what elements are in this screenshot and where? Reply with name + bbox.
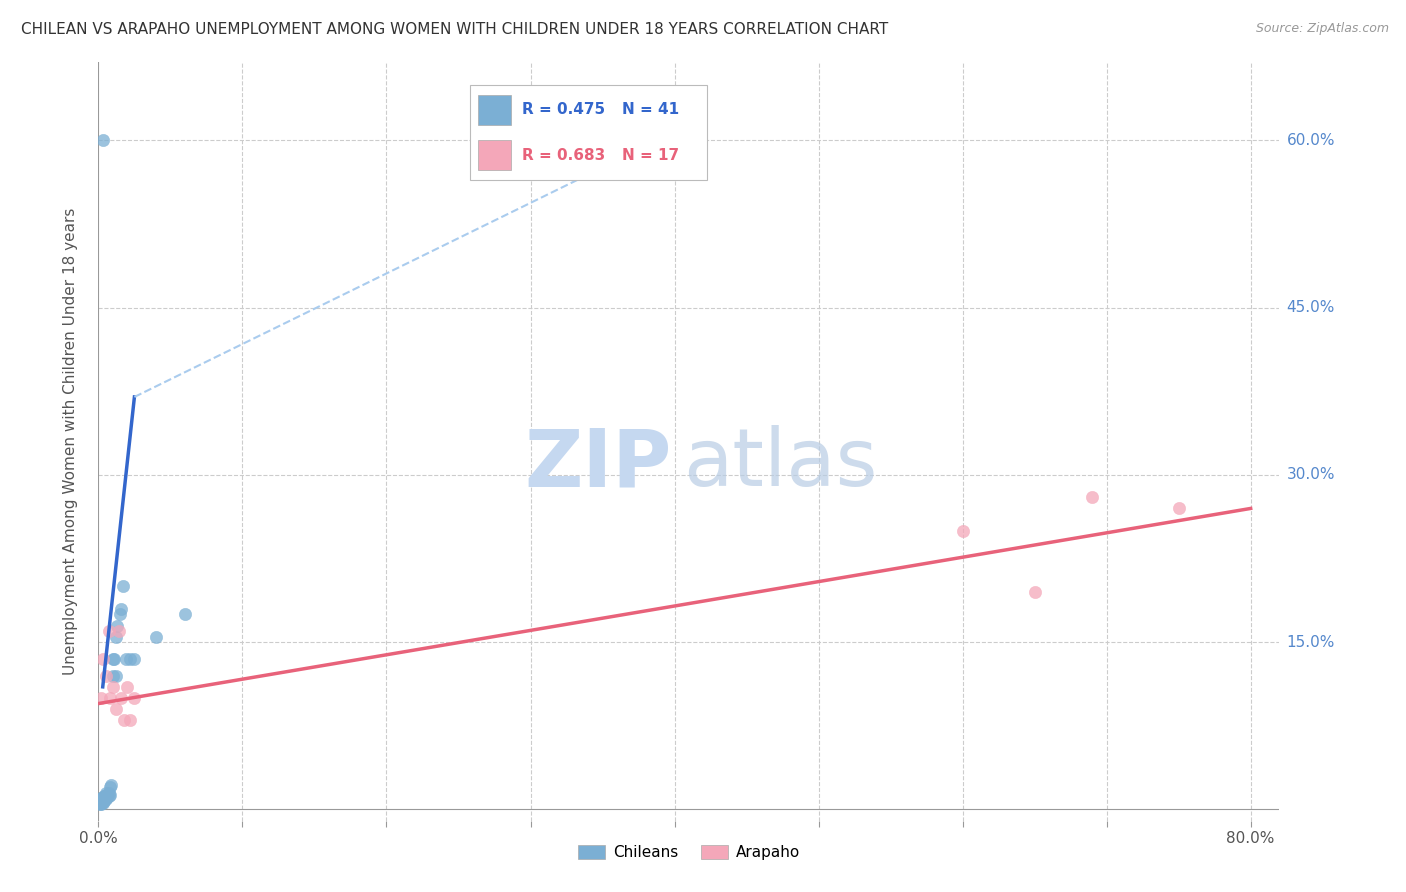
- Point: [90, 794, 112, 808]
- Text: 15.0%: 15.0%: [1286, 635, 1336, 649]
- Point: [100, 778, 122, 792]
- Point: [114, 652, 136, 666]
- Point: [101, 669, 124, 683]
- Point: [120, 652, 142, 666]
- Point: [1024, 585, 1046, 599]
- Point: [90, 795, 112, 809]
- Point: [93, 789, 115, 804]
- Point: [90, 797, 112, 811]
- Point: [94, 789, 117, 804]
- Point: [105, 618, 128, 632]
- Point: [94, 792, 117, 806]
- Point: [110, 602, 132, 616]
- Text: atlas: atlas: [683, 425, 877, 503]
- Point: [115, 680, 138, 694]
- Point: [111, 580, 134, 594]
- Legend: Chileans, Arapaho: Chileans, Arapaho: [571, 838, 807, 866]
- Point: [91, 652, 114, 666]
- Point: [91, 133, 114, 147]
- Point: [107, 624, 129, 639]
- Point: [101, 652, 124, 666]
- Point: [91, 790, 114, 805]
- Text: 60.0%: 60.0%: [1286, 133, 1336, 148]
- Point: [94, 791, 117, 805]
- Point: [124, 690, 146, 705]
- Point: [94, 669, 117, 683]
- Point: [97, 786, 120, 800]
- Point: [89, 794, 111, 808]
- Point: [90, 690, 112, 705]
- Point: [120, 714, 142, 728]
- Point: [104, 702, 127, 716]
- Text: CHILEAN VS ARAPAHO UNEMPLOYMENT AMONG WOMEN WITH CHILDREN UNDER 18 YEARS CORRELA: CHILEAN VS ARAPAHO UNEMPLOYMENT AMONG WO…: [21, 22, 889, 37]
- Point: [104, 630, 127, 644]
- Point: [103, 652, 125, 666]
- Y-axis label: Unemployment Among Women with Children Under 18 years: Unemployment Among Women with Children U…: [63, 208, 77, 675]
- Point: [124, 652, 146, 666]
- Point: [97, 624, 120, 639]
- Point: [98, 690, 121, 705]
- Point: [89, 797, 111, 811]
- Point: [91, 795, 114, 809]
- Point: [89, 796, 111, 810]
- Point: [112, 714, 135, 728]
- Point: [96, 788, 118, 802]
- Point: [94, 788, 117, 802]
- Point: [93, 794, 115, 808]
- Point: [97, 789, 120, 804]
- Point: [98, 788, 121, 802]
- Point: [145, 630, 167, 644]
- Point: [952, 524, 974, 538]
- Point: [94, 786, 117, 800]
- Point: [1167, 501, 1189, 516]
- Text: 45.0%: 45.0%: [1286, 301, 1336, 315]
- Point: [1081, 490, 1104, 504]
- Text: ZIP: ZIP: [524, 425, 671, 503]
- Point: [96, 790, 118, 805]
- Point: [90, 791, 112, 805]
- Point: [110, 690, 132, 705]
- Point: [93, 791, 115, 805]
- Point: [108, 607, 131, 622]
- Point: [98, 780, 121, 795]
- Point: [91, 796, 114, 810]
- Point: [91, 792, 114, 806]
- Point: [101, 680, 124, 694]
- Point: [104, 669, 127, 683]
- Text: 30.0%: 30.0%: [1286, 467, 1336, 483]
- Point: [173, 607, 195, 622]
- Text: Source: ZipAtlas.com: Source: ZipAtlas.com: [1256, 22, 1389, 36]
